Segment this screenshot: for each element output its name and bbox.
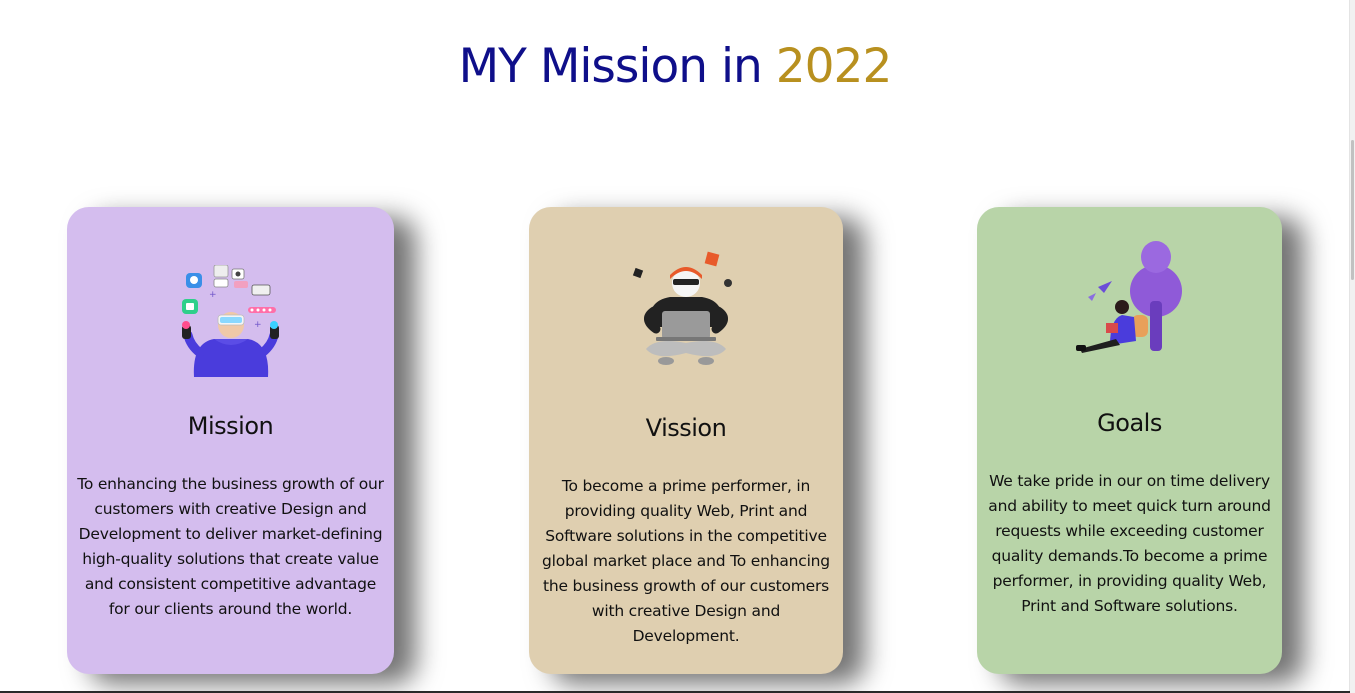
page-title: MY Mission in 2022 — [0, 38, 1350, 96]
vision-title: Vission — [645, 414, 727, 442]
svg-text:+: + — [209, 290, 217, 300]
vision-card: Vission To become a prime performer, in … — [529, 207, 843, 674]
page-title-year: 2022 — [775, 39, 893, 94]
person-reading-under-tree-icon — [1075, 241, 1182, 353]
scrollbar-thumb[interactable] — [1351, 140, 1354, 280]
mission-title: Mission — [187, 412, 274, 440]
goals-title: Goals — [1097, 409, 1162, 437]
bottom-divider — [0, 691, 1350, 693]
person-with-laptop-icon — [632, 251, 732, 365]
goals-card: Goals We take pride in our on time deliv… — [977, 207, 1282, 674]
person-juggling-apps-icon: + + — [181, 265, 279, 377]
goals-description: We take pride in our on time delivery an… — [988, 472, 1271, 615]
page-title-main: MY Mission in — [458, 39, 776, 94]
page-scrollbar[interactable] — [1349, 0, 1355, 693]
mission-card: + + Mission To enhancing the business gr… — [67, 207, 394, 674]
svg-text:+: + — [254, 320, 262, 330]
mission-description: To enhancing the business growth of our … — [77, 475, 384, 618]
vision-description: To become a prime performer, in providin… — [542, 477, 830, 645]
